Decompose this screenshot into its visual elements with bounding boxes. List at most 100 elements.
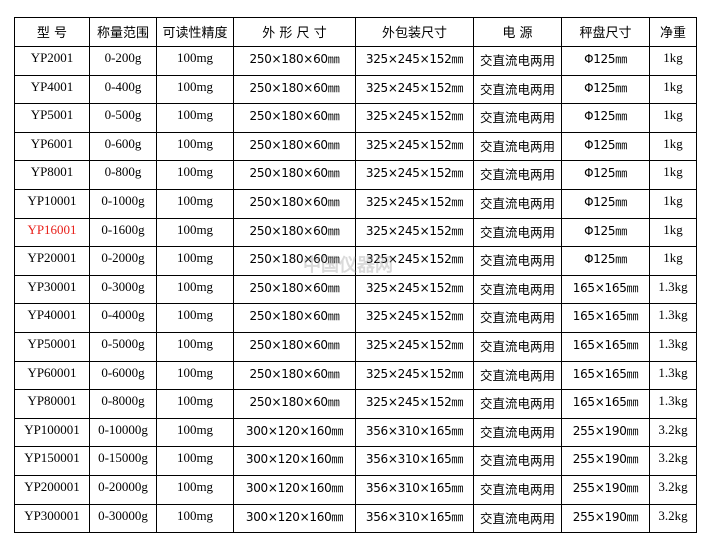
size-cell: 250×180×60㎜ [233, 188, 356, 219]
package-cell: 325×245×152㎜ [355, 389, 474, 419]
model-cell: YP100001 [14, 417, 90, 448]
model-cell: YP6001 [14, 131, 90, 162]
package-cell: 356×310×165㎜ [355, 474, 474, 505]
table-row: YP30001 0-3000g 100mg 250×180×60㎜ 325×245×15… [14, 274, 697, 305]
precision-cell: 100mg [156, 246, 234, 276]
range-cell: 0-800g [89, 160, 157, 190]
power-cell: 交直流电两用 [473, 503, 562, 533]
size-cell: 250×180×60㎜ [233, 246, 356, 276]
header-power: 电 源 [473, 17, 562, 47]
table-row: YP40001 0-4000g 100mg 250×180×60㎜ 325×245×15… [14, 303, 697, 333]
power-cell: 交直流电两用 [473, 303, 562, 333]
power-cell: 交直流电两用 [473, 46, 562, 76]
size-cell: 250×180×60㎜ [233, 331, 356, 362]
pan-cell: 165×165㎜ [561, 389, 650, 419]
weight-cell: 3.2kg [649, 503, 697, 533]
range-cell: 0-10000g [89, 417, 157, 448]
table-row: YP300001 0-30000g 100mg 300×120×160㎜ 356×310… [14, 503, 697, 533]
model-cell: YP5001 [14, 103, 90, 133]
precision-cell: 100mg [156, 303, 234, 333]
package-cell: 356×310×165㎜ [355, 417, 474, 448]
table-row: YP80001 0-8000g 100mg 250×180×60㎜ 325×245×15… [14, 389, 697, 419]
model-cell: YP10001 [14, 188, 90, 219]
spec-table: 型 号 称量范围 可读性精度 外 形 尺 寸 外包装尺寸 电 源 秤盘尺寸 净重… [14, 17, 697, 533]
package-cell: 325×245×152㎜ [355, 160, 474, 190]
range-cell: 0-3000g [89, 274, 157, 305]
precision-cell: 100mg [156, 417, 234, 448]
power-cell: 交直流电两用 [473, 360, 562, 391]
package-cell: 325×245×152㎜ [355, 331, 474, 362]
size-cell: 250×180×60㎜ [233, 74, 356, 105]
precision-cell: 100mg [156, 474, 234, 505]
range-cell: 0-2000g [89, 246, 157, 276]
pan-cell: 165×165㎜ [561, 274, 650, 305]
range-cell: 0-1000g [89, 188, 157, 219]
table-row: YP4001 0-400g 100mg 250×180×60㎜ 325×245×152㎜… [14, 74, 697, 105]
power-cell: 交直流电两用 [473, 446, 562, 476]
size-cell: 250×180×60㎜ [233, 160, 356, 190]
power-cell: 交直流电两用 [473, 160, 562, 190]
package-cell: 325×245×152㎜ [355, 131, 474, 162]
weight-cell: 3.2kg [649, 474, 697, 505]
table-row: YP50001 0-5000g 100mg 250×180×60㎜ 325×245×15… [14, 331, 697, 362]
table-row: YP6001 0-600g 100mg 250×180×60㎜ 325×245×152㎜… [14, 131, 697, 162]
weight-cell: 1.3kg [649, 389, 697, 419]
weight-cell: 1kg [649, 131, 697, 162]
weight-cell: 1kg [649, 103, 697, 133]
package-cell: 325×245×152㎜ [355, 74, 474, 105]
pan-cell: 165×165㎜ [561, 331, 650, 362]
header-precision: 可读性精度 [156, 17, 234, 47]
size-cell: 250×180×60㎜ [233, 46, 356, 76]
header-weight: 净重 [649, 17, 697, 47]
weight-cell: 1.3kg [649, 274, 697, 305]
package-cell: 325×245×152㎜ [355, 360, 474, 391]
package-cell: 325×245×152㎜ [355, 188, 474, 219]
power-cell: 交直流电两用 [473, 217, 562, 248]
pan-cell: 165×165㎜ [561, 303, 650, 333]
header-package: 外包装尺寸 [355, 17, 474, 47]
header-range: 称量范围 [89, 17, 157, 47]
precision-cell: 100mg [156, 103, 234, 133]
weight-cell: 1kg [649, 160, 697, 190]
pan-cell: 165×165㎜ [561, 360, 650, 391]
model-cell: YP4001 [14, 74, 90, 105]
size-cell: 250×180×60㎜ [233, 360, 356, 391]
header-row: 型 号 称量范围 可读性精度 外 形 尺 寸 外包装尺寸 电 源 秤盘尺寸 净重 [14, 17, 697, 47]
power-cell: 交直流电两用 [473, 74, 562, 105]
model-cell: YP8001 [14, 160, 90, 190]
precision-cell: 100mg [156, 188, 234, 219]
range-cell: 0-30000g [89, 503, 157, 533]
power-cell: 交直流电两用 [473, 474, 562, 505]
pan-cell: Φ125㎜ [561, 74, 650, 105]
pan-cell: 255×190㎜ [561, 417, 650, 448]
power-cell: 交直流电两用 [473, 103, 562, 133]
range-cell: 0-500g [89, 103, 157, 133]
pan-cell: Φ125㎜ [561, 131, 650, 162]
pan-cell: Φ125㎜ [561, 217, 650, 248]
weight-cell: 1kg [649, 188, 697, 219]
weight-cell: 3.2kg [649, 446, 697, 476]
precision-cell: 100mg [156, 274, 234, 305]
model-cell: YP200001 [14, 474, 90, 505]
weight-cell: 1kg [649, 46, 697, 76]
power-cell: 交直流电两用 [473, 131, 562, 162]
size-cell: 250×180×60㎜ [233, 274, 356, 305]
power-cell: 交直流电两用 [473, 246, 562, 276]
package-cell: 325×245×152㎜ [355, 246, 474, 276]
pan-cell: Φ125㎜ [561, 188, 650, 219]
package-cell: 325×245×152㎜ [355, 103, 474, 133]
range-cell: 0-1600g [89, 217, 157, 248]
range-cell: 0-20000g [89, 474, 157, 505]
weight-cell: 3.2kg [649, 417, 697, 448]
precision-cell: 100mg [156, 389, 234, 419]
table-row: YP2001 0-200g 100mg 250×180×60㎜ 325×245×152㎜… [14, 46, 697, 76]
range-cell: 0-600g [89, 131, 157, 162]
range-cell: 0-200g [89, 46, 157, 76]
size-cell: 300×120×160㎜ [233, 417, 356, 448]
power-cell: 交直流电两用 [473, 389, 562, 419]
model-cell: YP16001 [14, 217, 90, 248]
table-row: YP100001 0-10000g 100mg 300×120×160㎜ 356×310… [14, 417, 697, 448]
model-cell: YP300001 [14, 503, 90, 533]
table-row: YP20001 0-2000g 100mg 250×180×60㎜ 325×245×15… [14, 246, 697, 276]
size-cell: 300×120×160㎜ [233, 503, 356, 533]
